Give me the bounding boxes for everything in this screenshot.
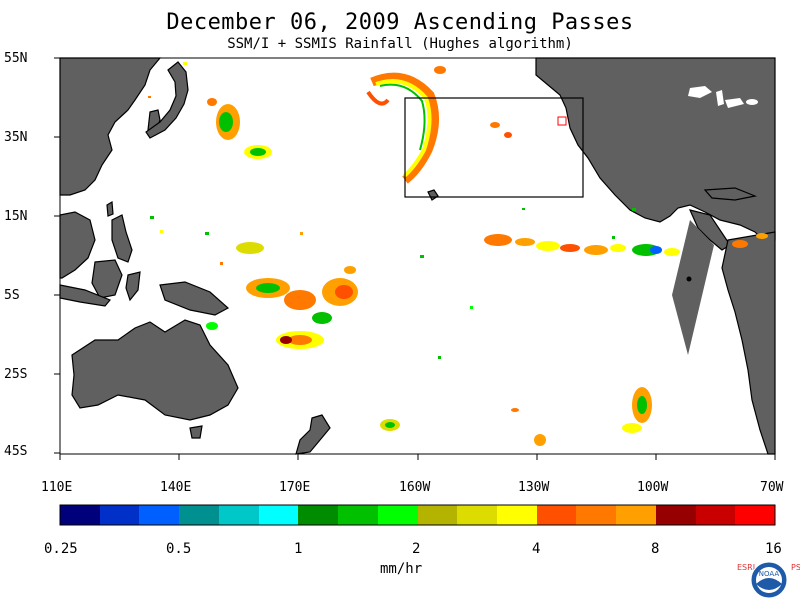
colorbar-tick-0-5: 0.5 [166,541,192,557]
land-cuba [703,187,758,201]
colorbar-tick-4: 4 [532,541,541,557]
colorbar-cell [258,505,299,525]
lon-label-160w: 160W [399,480,431,495]
lat-label-15n: 15N [4,209,28,224]
land-australia [71,319,239,421]
land-sumatra [59,284,111,307]
land-sulawesi [125,271,141,302]
colorbar-cell [576,505,617,525]
great-lakes [688,86,758,108]
colorbar-tick-1: 1 [294,541,303,557]
axis-ticks [54,57,776,460]
map-title: December 06, 2009 Ascending Passes [166,10,634,35]
rain-itcz [484,233,768,256]
lon-label-100w: 100W [637,480,669,495]
rain-southern-patches [380,387,652,446]
lon-label-110e: 110E [41,480,73,495]
land-south-america [721,231,776,455]
rain-specks [148,62,636,359]
colorbar-cell [218,505,260,525]
colorbar-units: mm/hr [380,561,423,577]
colorbar-cell [417,505,458,525]
lat-label-25s: 25S [4,367,28,382]
missing-data-wedge [672,220,714,355]
land-asia [59,57,162,196]
study-region-box [404,97,584,198]
colorbar-cell [457,505,498,525]
colorbar-tick-8: 8 [651,541,660,557]
colorbar-cell [60,505,101,525]
lat-label-45s: 45S [4,444,28,459]
lon-label-130w: 130W [518,480,550,495]
colorbar-cell [338,505,379,525]
rain-south-pacific [206,242,358,349]
land-taiwan [106,200,114,217]
black-dot-marker [686,276,692,282]
land-japan [145,61,189,139]
lon-label-70w: 70W [760,480,784,495]
map-subtitle: SSM/I + SSMIS Rainfall (Hughes algorithm… [227,36,573,52]
land-indochina [59,211,96,279]
lat-label-5s: 5S [4,288,20,303]
colorbar-tick-0-25: 0.25 [44,541,78,557]
colorbar-cell [298,505,339,525]
psd-letters: PSD [791,563,800,572]
esrl-letters: ESRL [737,563,758,572]
land-masses [59,57,776,455]
rain-north-pacific-storm [366,66,512,184]
lat-label-55n: 55N [4,51,28,66]
red-marker-box [557,116,567,126]
land-tasmania [189,425,203,439]
colorbar-cell [735,505,776,525]
colorbar-cell [695,505,736,525]
colorbar-tick-2: 2 [412,541,421,557]
land-new-guinea [159,281,230,316]
land-borneo [91,259,123,299]
svg-text:NOAA: NOAA [759,570,780,578]
colorbar-cell [616,505,657,525]
colorbar-cell [99,505,140,525]
lon-label-170e: 170E [279,480,311,495]
colorbar-cell [496,505,538,525]
colorbar-cell [536,505,577,525]
land-philippines [111,214,133,263]
noaa-logo: NOAA [750,561,788,599]
colorbar-cell [655,505,697,525]
colorbar-tick-16: 16 [765,541,782,557]
colorbar-cell [179,505,220,525]
rain-japan [207,98,272,159]
colorbar-cell [139,505,180,525]
lat-label-35n: 35N [4,130,28,145]
lon-label-140e: 140E [160,480,192,495]
land-new-zealand [295,414,331,455]
colorbar-cell [377,505,418,525]
